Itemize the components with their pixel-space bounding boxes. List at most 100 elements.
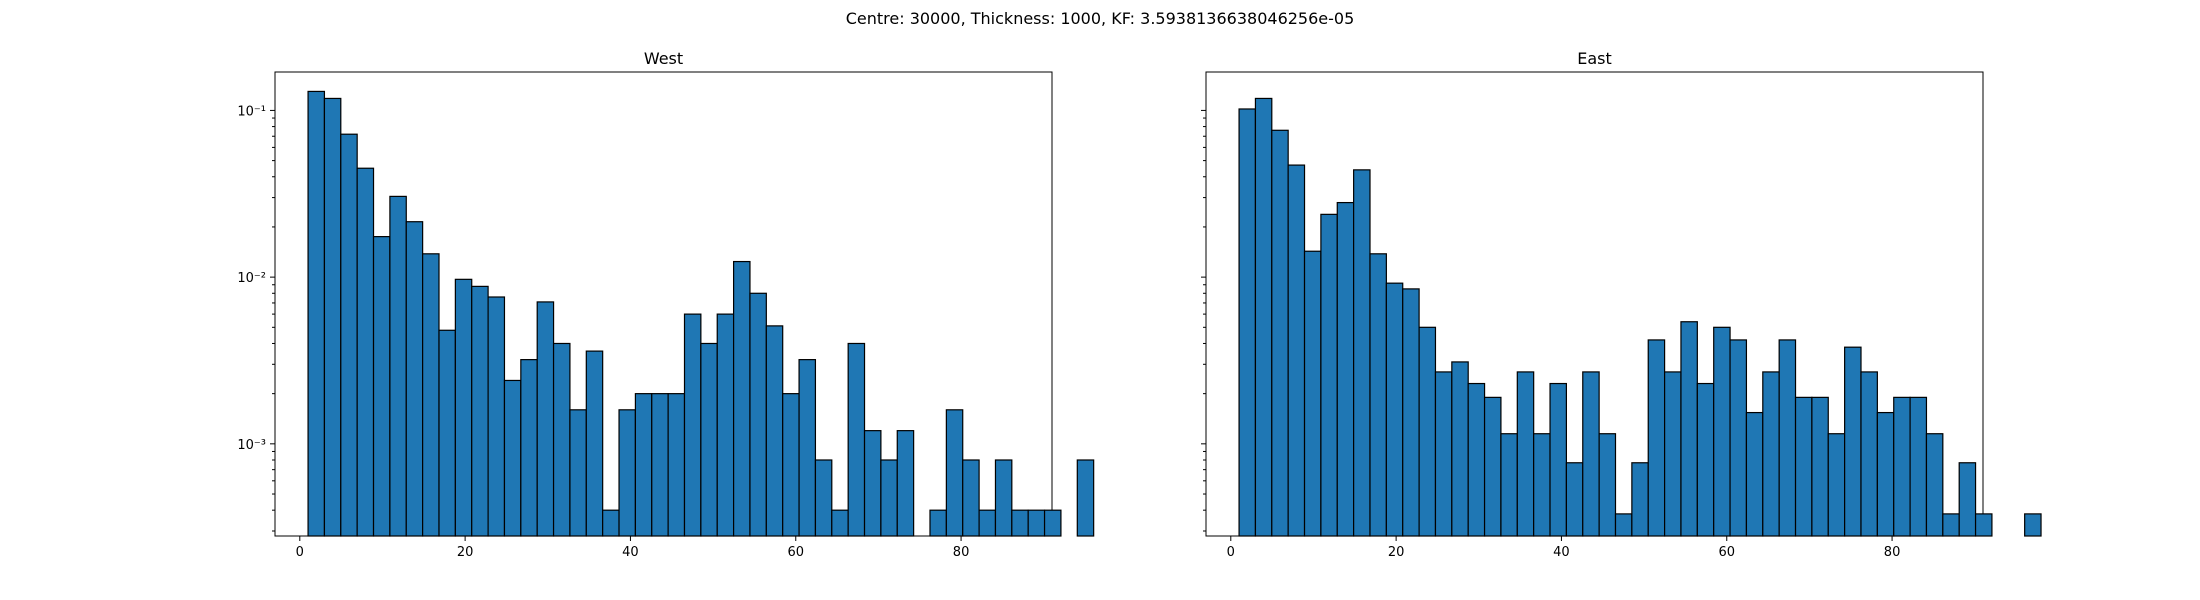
east-bar <box>1974 513 1993 537</box>
east-bar <box>1925 433 1944 537</box>
east-bar <box>1582 371 1600 537</box>
west-bar <box>1027 509 1046 537</box>
east-bar <box>1254 97 1273 537</box>
west-bar <box>618 409 637 537</box>
west-bar <box>340 133 358 537</box>
east-bar <box>1844 346 1862 537</box>
west-bar <box>503 379 522 537</box>
west-title: West <box>644 49 683 68</box>
east-bar <box>1434 371 1453 537</box>
east-bar <box>1696 382 1715 537</box>
east-bar <box>1451 361 1469 537</box>
west-bar <box>471 285 489 537</box>
east-bar <box>1713 326 1731 537</box>
east-bar <box>1794 396 1813 537</box>
west-bar <box>847 342 866 537</box>
west-bar <box>798 359 817 537</box>
east-bar <box>1336 201 1355 537</box>
east-bar <box>1271 129 1289 537</box>
east-bar <box>1238 108 1257 537</box>
west-bar <box>683 313 702 537</box>
east-x-ticks: 0 20 40 60 80 <box>1227 536 1901 560</box>
west-bar <box>372 236 391 537</box>
west-bar <box>602 509 620 537</box>
east-bar <box>1303 250 1322 537</box>
east-bar <box>1353 169 1371 537</box>
west-bar <box>863 430 882 537</box>
east-bar <box>2024 513 2042 537</box>
east-bar <box>1663 371 1682 537</box>
west-bar <box>1076 459 1095 537</box>
west-bar <box>732 260 751 537</box>
east-bar <box>1680 321 1698 537</box>
west-x-tick-label: 40 <box>622 545 639 560</box>
east-x-tick-label: 0 <box>1227 545 1235 560</box>
west-bar <box>994 459 1013 537</box>
east-bar <box>1549 382 1568 537</box>
east-bar <box>1402 288 1420 537</box>
west-bar <box>569 409 587 537</box>
east-bar <box>1418 326 1437 537</box>
west-bar <box>831 509 849 537</box>
west-bar <box>896 430 915 537</box>
east-y-ticks <box>1201 109 1206 532</box>
west-bar <box>1011 509 1029 537</box>
east-bar <box>1467 382 1486 537</box>
east-bar <box>1876 411 1895 537</box>
west-x-tick-label: 0 <box>296 545 304 560</box>
east-x-tick-label: 40 <box>1553 545 1570 560</box>
west-bar <box>356 167 375 537</box>
east-bar <box>1745 411 1764 537</box>
west-y-tick-label: 10⁻¹ <box>237 104 266 119</box>
west-bar <box>929 509 947 537</box>
east-x-tick-label: 60 <box>1718 545 1735 560</box>
west-bar <box>307 90 326 537</box>
west-bar <box>438 329 456 537</box>
east-bar <box>1614 513 1633 537</box>
east-bar <box>1483 396 1502 537</box>
east-bar <box>1811 396 1829 537</box>
west-bar <box>765 325 784 537</box>
west-x-tick-label: 60 <box>787 545 804 560</box>
east-bar <box>1565 462 1584 537</box>
east-bar <box>1598 433 1617 537</box>
east-bar <box>1942 513 1960 537</box>
east-bar <box>1827 433 1846 537</box>
east-bar <box>1369 253 1387 537</box>
east-bar <box>1516 371 1535 537</box>
west-bars <box>307 90 1095 537</box>
west-bar <box>814 459 833 537</box>
west-bar <box>323 97 342 537</box>
west-bar <box>487 296 506 537</box>
east-bar <box>1385 282 1404 537</box>
east-bar <box>1500 433 1518 537</box>
figure-suptitle: Centre: 30000, Thickness: 1000, KF: 3.59… <box>846 9 1355 28</box>
east-x-tick-label: 20 <box>1388 545 1405 560</box>
east-bar <box>1729 339 1748 537</box>
west-bar <box>405 221 424 537</box>
east-bar <box>1320 213 1338 537</box>
west-x-tick-label: 80 <box>953 545 970 560</box>
west-bar <box>536 301 555 537</box>
west-bar <box>634 393 653 537</box>
west-bar <box>945 409 964 537</box>
west-bar <box>978 509 997 537</box>
west-bar <box>782 393 800 537</box>
east-bar <box>1958 462 1977 537</box>
east-bar <box>1860 371 1878 537</box>
west-bar <box>520 359 538 537</box>
east-bar <box>1762 371 1780 537</box>
west-y-tick-label: 10⁻² <box>237 271 266 286</box>
east-bars <box>1238 97 2042 537</box>
east-x-tick-label: 80 <box>1884 545 1901 560</box>
west-bar <box>454 278 473 537</box>
east-title: East <box>1577 49 1612 68</box>
west-x-ticks: 0 20 40 60 80 <box>296 536 970 560</box>
west-bar <box>585 350 604 537</box>
west-x-tick-label: 20 <box>457 545 474 560</box>
west-bar <box>700 342 718 537</box>
east-bar <box>1893 396 1911 537</box>
east-bar <box>1647 339 1666 537</box>
west-bar <box>422 253 440 537</box>
